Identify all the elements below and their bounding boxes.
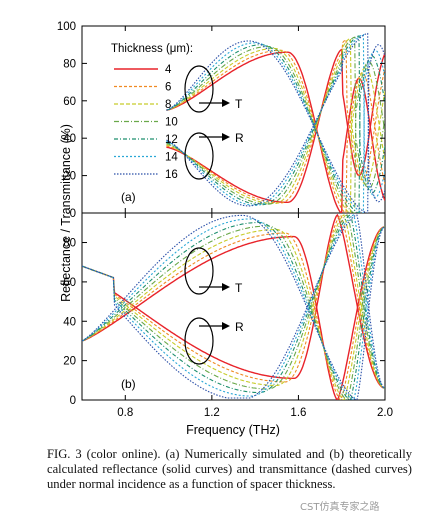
legend-title: Thickness (μm):	[111, 43, 193, 55]
panel-b-reflectance-curve-12	[82, 214, 385, 394]
x-axis-label: Frequency (THz)	[186, 423, 280, 437]
reflectance-marker-ellipse-a	[184, 132, 214, 180]
panel-a-transmittance-curve-16	[166, 40, 385, 213]
transmittance-arrowhead-a	[222, 99, 230, 107]
panel-a-ytick-label: 40	[63, 133, 76, 145]
panel-a-reflectance-curve-10	[166, 36, 385, 205]
panel-a-reflectance-curve-12	[166, 35, 385, 206]
panel-b-reflectance-curve-16	[82, 214, 385, 399]
reflectance-arrowhead-b	[222, 322, 230, 330]
transmittance-label-b: T	[235, 281, 243, 295]
panel-b-xtick-label: 1.6	[290, 407, 306, 419]
panel-a-ytick-label: 0	[70, 208, 76, 220]
panel-b-reflectance-curve-6	[82, 214, 385, 389]
panel-b-xtick-label: 1.2	[204, 407, 220, 419]
legend-entry-8: 8	[165, 99, 171, 111]
legend: Thickness (μm): 4 6 8 10 12 14 16	[111, 43, 193, 181]
panel-b-ytick-label: 40	[63, 316, 76, 328]
y-axis-label: Reflectance / Transmittance (%)	[59, 124, 73, 302]
legend-entry-6: 6	[165, 82, 171, 94]
panel-b-transmittance-curve-4	[82, 226, 385, 400]
panel-a-reflectance-curve-14	[166, 34, 385, 206]
panel-b-transmittance-curve-16	[82, 214, 385, 400]
panel-b-curves	[82, 213, 385, 400]
panel-b-label: (b)	[121, 377, 136, 391]
reflectance-label-b: R	[235, 320, 244, 334]
transmittance-label-a: T	[235, 97, 243, 111]
panel-b-ytick-label: 20	[63, 356, 76, 368]
axis-ticks: 0 20 40 60 80 100 0 20 40 60 80 0.8 1.2 1.6 2.0	[57, 21, 393, 419]
transmittance-marker-ellipse-b	[184, 247, 214, 295]
panel-b-reflectance-curve-14	[82, 214, 385, 397]
legend-entry-12: 12	[165, 134, 178, 146]
legend-entry-4: 4	[165, 64, 172, 76]
figure: 0 20 40 60 80 100 0 20 40 60 80 0.8 1.2 1.6 2.0 Reflec…	[57, 21, 393, 437]
reflectance-marker-ellipse-b	[184, 317, 214, 365]
legend-entry-10: 10	[165, 117, 178, 129]
panel-b-transmittance-curve-12	[82, 221, 385, 400]
legend-entry-16: 16	[165, 169, 178, 181]
panel-b-transmittance-curve-8	[82, 226, 385, 400]
panel-a-ytick-label: 60	[63, 96, 76, 108]
panel-b-ytick-label: 60	[63, 277, 76, 289]
panel-a-reflectance-curve-16	[166, 32, 385, 207]
panel-a-label: (a)	[121, 190, 136, 204]
panel-b-ytick-label: 80	[63, 238, 76, 250]
panel-a-curves	[166, 32, 385, 213]
panel-a-transmittance-curve-10	[166, 46, 385, 213]
transmittance-marker-ellipse-a	[184, 65, 214, 113]
transmittance-arrowhead-b	[222, 283, 230, 291]
panel-b-reflectance-curve-8	[82, 214, 385, 389]
panel-a-transmittance-curve-12	[166, 44, 385, 213]
panel-a-ytick-label: 80	[63, 58, 76, 70]
panel-b-reflectance-curve-10	[82, 214, 385, 390]
panel-a-transmittance-curve-14	[166, 42, 385, 213]
panel-b-xtick-label: 2.0	[377, 407, 393, 419]
panel-b-xtick-label: 0.8	[117, 407, 133, 419]
watermark: CST仿真专家之路	[300, 502, 380, 513]
panel-a-ytick-label: 100	[57, 21, 76, 33]
figure-caption: FIG. 3 (color online). (a) Numerically s…	[47, 447, 412, 492]
panel-b-transmittance-curve-10	[82, 225, 385, 400]
panel-b-frame	[81, 212, 386, 401]
reflectance-arrowhead-a	[222, 133, 230, 141]
panel-b-reflectance-curve-4	[82, 213, 385, 389]
legend-entry-14: 14	[165, 152, 178, 164]
panel-a-transmittance-curve-6	[166, 49, 385, 213]
reflectance-label-a: R	[235, 131, 244, 145]
panel-a-reflectance-curve-6	[166, 38, 385, 204]
panel-a-ytick-label: 20	[63, 171, 76, 183]
panel-b-transmittance-curve-14	[82, 218, 385, 400]
panel-a-reflectance-curve-8	[166, 37, 385, 205]
panel-b-ytick-label: 0	[70, 395, 76, 407]
